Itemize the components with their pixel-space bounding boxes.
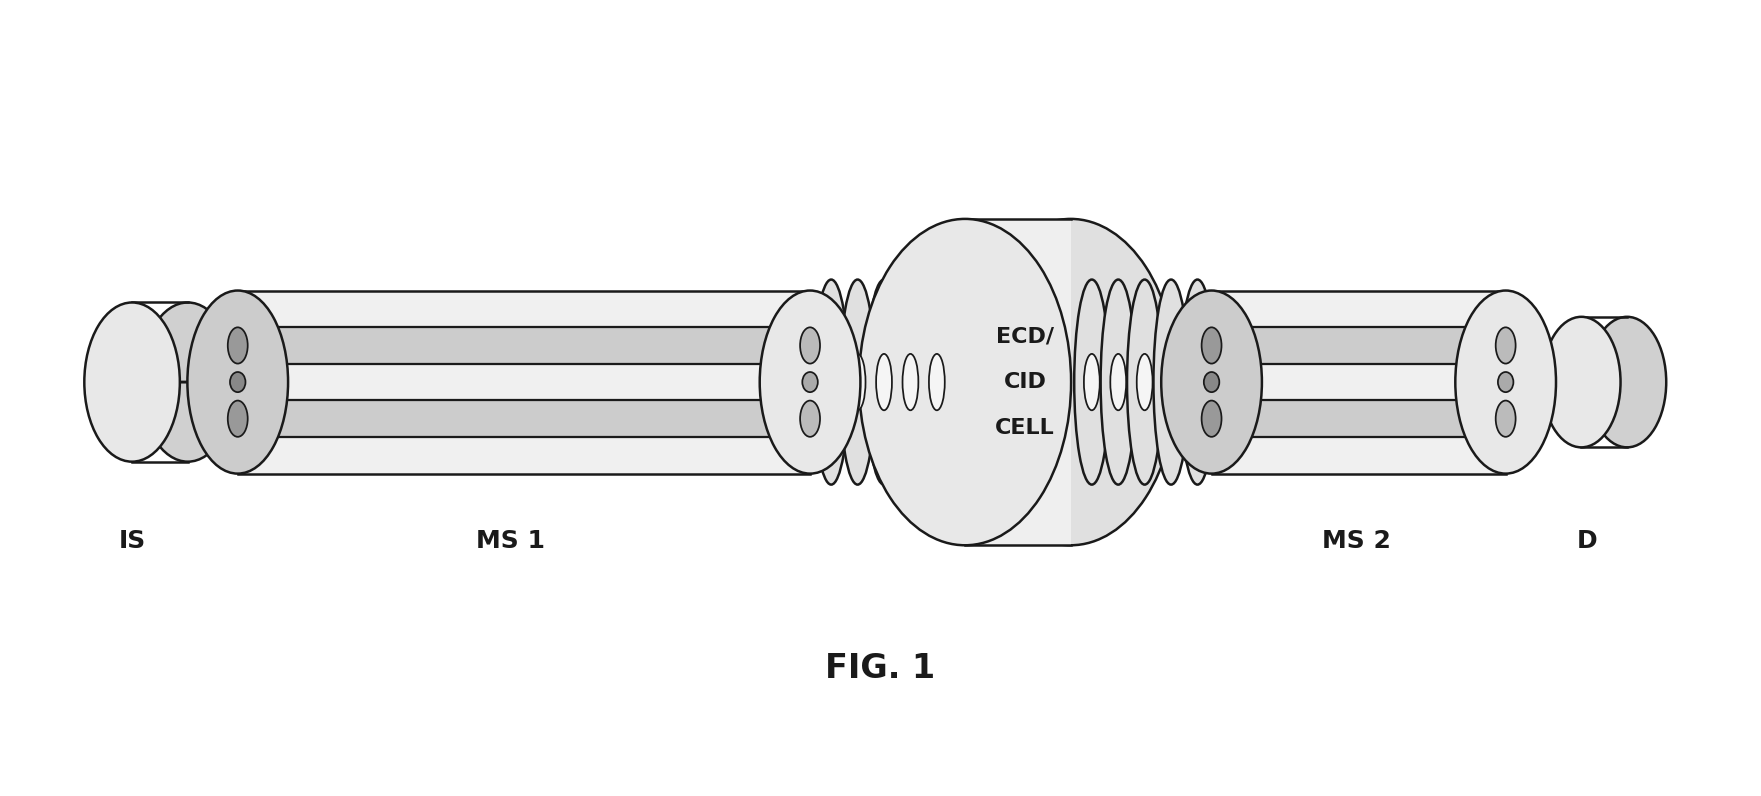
- Bar: [238, 327, 810, 364]
- Ellipse shape: [1162, 354, 1180, 410]
- Ellipse shape: [1074, 279, 1109, 485]
- Ellipse shape: [849, 354, 866, 410]
- Ellipse shape: [840, 279, 875, 485]
- Ellipse shape: [814, 279, 849, 485]
- Ellipse shape: [919, 279, 954, 485]
- Ellipse shape: [1495, 327, 1516, 364]
- Ellipse shape: [799, 400, 821, 437]
- Bar: [238, 291, 810, 474]
- Bar: [1212, 291, 1506, 474]
- Ellipse shape: [1205, 372, 1219, 392]
- Text: CELL: CELL: [995, 418, 1055, 438]
- Ellipse shape: [1127, 279, 1162, 485]
- Ellipse shape: [1201, 400, 1222, 437]
- Ellipse shape: [1101, 279, 1136, 485]
- Ellipse shape: [1190, 354, 1206, 410]
- Text: MS 1: MS 1: [475, 529, 546, 553]
- Ellipse shape: [1499, 372, 1513, 392]
- Ellipse shape: [1111, 354, 1127, 410]
- Ellipse shape: [1138, 354, 1153, 410]
- Ellipse shape: [1495, 400, 1516, 437]
- Ellipse shape: [1153, 279, 1189, 485]
- Ellipse shape: [227, 327, 248, 364]
- Ellipse shape: [227, 400, 248, 437]
- Ellipse shape: [799, 327, 821, 364]
- Ellipse shape: [759, 291, 861, 474]
- Ellipse shape: [824, 354, 838, 410]
- Ellipse shape: [85, 302, 180, 462]
- Ellipse shape: [1588, 317, 1666, 447]
- Text: FIG. 1: FIG. 1: [826, 652, 935, 685]
- Ellipse shape: [903, 354, 919, 410]
- Ellipse shape: [1543, 317, 1620, 447]
- Ellipse shape: [1201, 327, 1222, 364]
- Ellipse shape: [1083, 354, 1099, 410]
- Ellipse shape: [866, 279, 902, 485]
- Ellipse shape: [893, 279, 928, 485]
- Bar: [238, 400, 810, 437]
- Text: IS: IS: [118, 529, 146, 553]
- Bar: [965, 219, 1071, 545]
- Ellipse shape: [187, 291, 289, 474]
- Ellipse shape: [877, 354, 893, 410]
- Ellipse shape: [231, 372, 245, 392]
- Ellipse shape: [965, 219, 1176, 545]
- Bar: [1212, 327, 1506, 364]
- Text: D: D: [1576, 529, 1597, 553]
- Ellipse shape: [1455, 291, 1557, 474]
- Text: CID: CID: [1004, 372, 1046, 392]
- Text: ECD/: ECD/: [997, 326, 1053, 346]
- Ellipse shape: [930, 354, 946, 410]
- Ellipse shape: [859, 219, 1071, 545]
- Text: MS 2: MS 2: [1321, 529, 1391, 553]
- Ellipse shape: [803, 372, 817, 392]
- Ellipse shape: [1180, 279, 1215, 485]
- Bar: [1212, 400, 1506, 437]
- Ellipse shape: [141, 302, 236, 462]
- Ellipse shape: [1160, 291, 1263, 474]
